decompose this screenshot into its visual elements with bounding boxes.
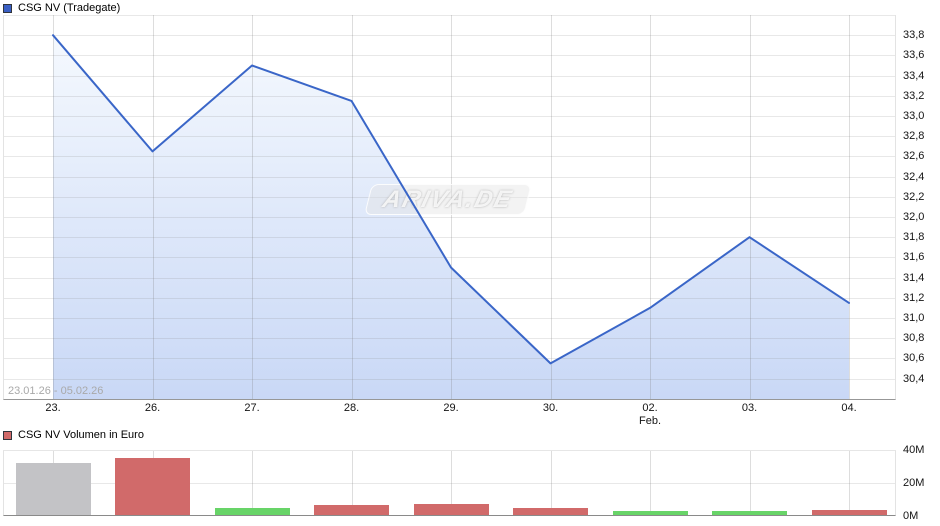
gridline xyxy=(749,451,751,515)
gridline xyxy=(4,156,895,158)
x-tick-label: 03. xyxy=(741,402,758,414)
volume-bar xyxy=(314,504,389,515)
gridline xyxy=(4,116,895,117)
y-tick-label: 32,0 xyxy=(903,211,925,223)
y-tick-label: 33,8 xyxy=(903,29,925,42)
gridline xyxy=(550,451,552,515)
volume-bar xyxy=(712,511,787,515)
gridline xyxy=(4,237,895,239)
y-tick-label: 33,0 xyxy=(903,110,925,122)
gridline xyxy=(351,451,353,515)
x-tick-label: 29. xyxy=(443,402,459,414)
gridline xyxy=(252,451,253,515)
y-tick-label: 33,4 xyxy=(903,69,925,82)
price-legend-label: CSG NV (Tradegate) xyxy=(18,2,121,14)
gridline xyxy=(4,15,895,16)
volume-bar xyxy=(115,458,190,515)
volume-bar xyxy=(413,503,489,515)
gridline xyxy=(4,483,895,484)
gridline xyxy=(4,318,895,319)
x-tick-label: 28. xyxy=(343,402,360,414)
gridline xyxy=(4,75,895,77)
x-tick-label: 27. xyxy=(244,402,260,414)
y-tick-label: 32,8 xyxy=(903,130,925,143)
y-tick-label: 31,8 xyxy=(903,231,925,244)
watermark-text: ARIVA.DE xyxy=(380,185,516,213)
gridline xyxy=(4,257,895,259)
x-tick-label: 02. xyxy=(642,402,658,414)
y-tick-label: 32,2 xyxy=(903,190,925,203)
y-tick-label: 31,4 xyxy=(903,271,925,284)
volume-legend: CSG NV Volumen in Euro xyxy=(3,429,144,441)
gridline xyxy=(4,176,895,178)
y-tick-label: 33,2 xyxy=(903,89,925,102)
y-tick-label: 31,6 xyxy=(903,251,925,264)
gridline xyxy=(749,15,751,399)
gridline xyxy=(252,15,253,399)
volume-plot-area xyxy=(3,450,896,516)
volume-y-tick-label: 0M xyxy=(903,510,919,522)
gridline xyxy=(4,217,895,218)
gridline xyxy=(4,136,895,138)
gridline xyxy=(451,451,452,515)
y-tick-label: 30,8 xyxy=(903,332,925,345)
x-tick-label: 26. xyxy=(144,402,161,414)
y-tick-label: 31,2 xyxy=(903,291,925,304)
x-tick-label: 30. xyxy=(542,402,559,414)
gridline xyxy=(4,358,895,360)
gridline xyxy=(4,35,895,37)
x-tick-label: 23. xyxy=(45,402,61,414)
volume-legend-label: CSG NV Volumen in Euro xyxy=(18,429,144,441)
gridline xyxy=(650,451,651,515)
gridline xyxy=(4,55,895,57)
y-tick-label: 32,4 xyxy=(903,170,925,183)
gridline xyxy=(4,338,895,340)
gridline xyxy=(4,297,895,299)
y-tick-label: 30,4 xyxy=(903,372,925,385)
y-tick-label: 33,6 xyxy=(903,49,925,62)
volume-y-tick-label: 20M xyxy=(903,477,925,489)
date-range-label: 23.01.26 - 05.02.26 xyxy=(8,385,104,397)
y-tick-label: 32,6 xyxy=(903,150,925,163)
volume-y-tick-label: 40M xyxy=(903,444,925,456)
y-tick-label: 30,6 xyxy=(903,352,925,365)
gridline xyxy=(53,15,54,399)
volume-bar xyxy=(15,463,91,515)
volume-bar xyxy=(214,508,290,515)
gridline xyxy=(351,15,353,399)
y-tick-label: 31,0 xyxy=(903,312,925,324)
price-legend: CSG NV (Tradegate) xyxy=(3,2,120,14)
gridline xyxy=(4,378,895,380)
price-legend-swatch-icon xyxy=(3,3,12,13)
watermark: ARIVA.DE xyxy=(364,184,532,215)
gridline xyxy=(4,277,895,279)
volume-bar xyxy=(513,508,588,515)
volume-bar xyxy=(612,511,688,515)
gridline xyxy=(849,15,850,399)
volume-legend-swatch-icon xyxy=(3,430,12,440)
gridline xyxy=(4,95,895,97)
gridline xyxy=(550,15,552,399)
gridline xyxy=(849,451,850,515)
x-month-label: Feb. xyxy=(638,415,661,427)
gridline xyxy=(650,15,651,399)
volume-bar xyxy=(811,510,887,515)
x-tick-label: 04. xyxy=(841,402,857,414)
gridline xyxy=(152,15,154,399)
